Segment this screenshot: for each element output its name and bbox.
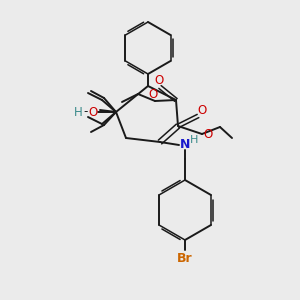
Text: -: - xyxy=(84,106,88,118)
Text: O: O xyxy=(148,88,158,101)
Text: H: H xyxy=(74,106,82,118)
Text: N: N xyxy=(180,139,190,152)
Text: O: O xyxy=(88,106,98,118)
Text: O: O xyxy=(154,74,164,88)
Text: O: O xyxy=(203,128,213,142)
Text: H: H xyxy=(190,135,198,145)
Text: O: O xyxy=(197,104,207,118)
Text: Br: Br xyxy=(177,251,193,265)
